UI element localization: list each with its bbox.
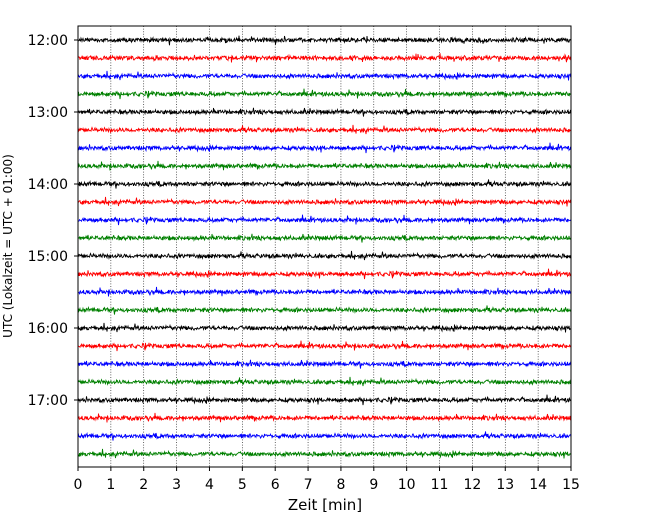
y-tick-label: 14:00 bbox=[28, 177, 68, 193]
x-tick-label: 3 bbox=[172, 477, 181, 493]
trace-line bbox=[77, 214, 572, 226]
x-tick-label: 4 bbox=[205, 477, 214, 493]
trace-line bbox=[77, 268, 572, 280]
trace-line bbox=[77, 233, 572, 243]
trace-line bbox=[77, 53, 572, 63]
trace-line bbox=[77, 124, 572, 135]
x-tick-label: 7 bbox=[304, 477, 313, 493]
trace-line bbox=[77, 88, 572, 100]
trace-line bbox=[77, 286, 572, 297]
y-axis: 12:00 13:00 14:00 15:00 16:00 17:00 bbox=[28, 33, 78, 409]
x-tick-label: 6 bbox=[271, 477, 280, 493]
trace-line bbox=[77, 376, 572, 387]
trace-line bbox=[77, 394, 572, 406]
trace-line bbox=[77, 359, 572, 369]
trace-line bbox=[77, 340, 572, 352]
x-tick-label: 2 bbox=[139, 477, 148, 493]
x-tick-label: 9 bbox=[369, 477, 378, 493]
seismic-traces bbox=[77, 35, 572, 459]
trace-line bbox=[77, 196, 572, 207]
x-gridlines bbox=[110, 26, 539, 467]
x-tick-label: 0 bbox=[74, 477, 83, 493]
x-tick-label: 10 bbox=[398, 477, 416, 493]
trace-line bbox=[77, 179, 572, 189]
y-tick-label: 17:00 bbox=[28, 393, 68, 409]
x-tick-label: 15 bbox=[562, 477, 580, 493]
trace-line bbox=[77, 70, 572, 81]
x-tick-label: 11 bbox=[431, 477, 449, 493]
x-tick-label: 8 bbox=[336, 477, 345, 493]
y-tick-label: 13:00 bbox=[28, 105, 68, 121]
x-tick-label: 5 bbox=[238, 477, 247, 493]
trace-line bbox=[77, 142, 572, 154]
x-tick-label: 13 bbox=[496, 477, 514, 493]
y-axis-label: UTC (Lokalzeit = UTC + 01:00) bbox=[1, 154, 15, 338]
trace-line bbox=[77, 35, 572, 46]
trace-line bbox=[77, 322, 572, 333]
trace-line bbox=[77, 250, 572, 261]
y-tick-label: 12:00 bbox=[28, 33, 68, 49]
x-axis-label: Zeit [min] bbox=[288, 496, 362, 514]
trace-line bbox=[77, 160, 572, 171]
trace-line bbox=[77, 448, 572, 459]
trace-line bbox=[77, 412, 572, 423]
y-tick-label: 15:00 bbox=[28, 249, 68, 265]
x-tick-label: 1 bbox=[106, 477, 115, 493]
y-tick-label: 16:00 bbox=[28, 321, 68, 337]
x-tick-label: 12 bbox=[463, 477, 481, 493]
trace-line bbox=[77, 431, 572, 441]
trace-line bbox=[77, 107, 572, 117]
trace-line bbox=[77, 305, 572, 315]
x-axis: 0 1 2 3 4 5 6 7 8 9 10 11 12 13 14 15 bbox=[74, 467, 580, 493]
plot-background bbox=[78, 26, 571, 467]
plot-frame bbox=[77, 25, 572, 468]
x-tick-label: 14 bbox=[529, 477, 547, 493]
